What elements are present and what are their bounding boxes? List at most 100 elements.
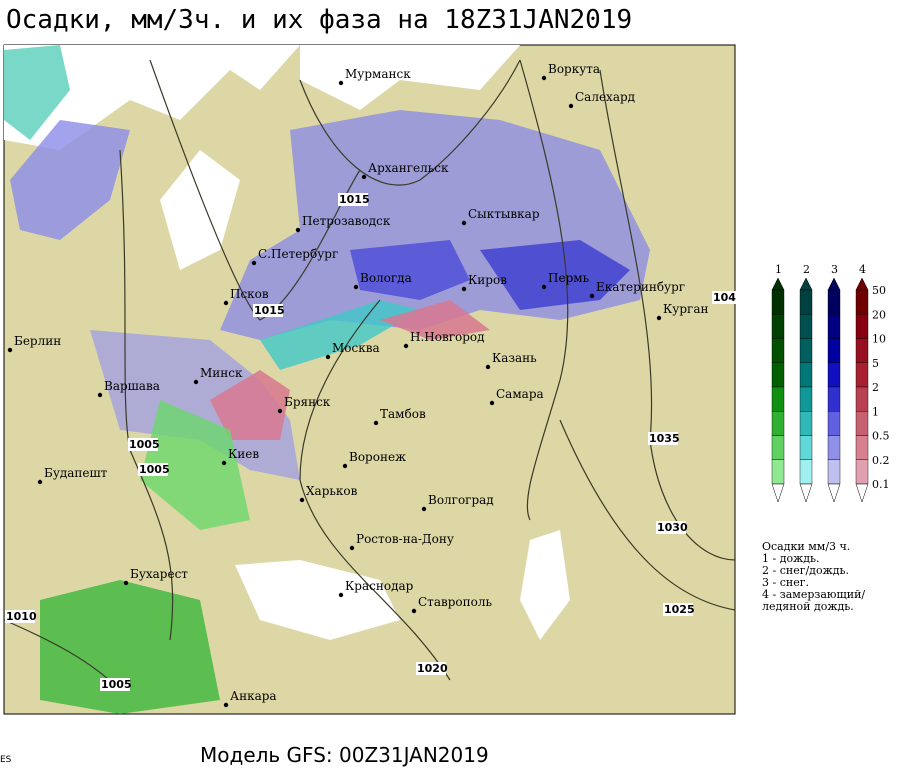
colorbar-cell — [827, 314, 841, 339]
isobar-label: 104 — [713, 291, 736, 304]
city-dot — [403, 343, 409, 349]
phase-label: 4 — [859, 263, 866, 276]
city-dot — [461, 286, 467, 292]
level-label: 0.1 — [872, 478, 890, 491]
snow-area — [350, 240, 470, 300]
city-dot — [568, 103, 574, 109]
colorbar-cell — [771, 314, 785, 339]
isobar-label: 1005 — [139, 463, 170, 476]
isobar-label-bg — [5, 610, 35, 623]
city-label: Москва — [332, 341, 380, 355]
colorbar-cell — [827, 362, 841, 388]
city-dot — [338, 80, 344, 86]
level-label: 1 — [872, 405, 879, 418]
level-label: 2 — [872, 381, 879, 394]
city-dot — [461, 220, 467, 226]
snow-area — [480, 240, 630, 310]
snow-area — [90, 330, 300, 480]
phase-label: 3 — [831, 263, 838, 276]
colorbar-cell — [827, 435, 841, 460]
city-label: Казань — [492, 351, 537, 365]
sea — [235, 560, 400, 640]
colorbar-tip — [771, 483, 785, 503]
footer-corner: ES — [0, 755, 12, 765]
isobar-label-bg — [253, 304, 283, 317]
isobar-label: 1005 — [129, 438, 160, 451]
city-dot — [349, 545, 355, 551]
isobar-label-bg — [128, 438, 158, 451]
city-label: Архангельск — [368, 161, 449, 175]
footer-model: Модель GFS: 00Z31JAN2019 — [200, 743, 489, 767]
colorbar-cell — [827, 386, 841, 412]
rain-area — [140, 400, 250, 530]
city-dot — [541, 284, 547, 290]
legend: 1 2 3 4 50 20 10 5 2 1 0.5 0.2 0.1 Осадки мм/3 ч.1 - … — [762, 263, 890, 613]
colorbar-cell — [855, 435, 869, 460]
city-dot — [123, 580, 129, 586]
city-dot — [251, 260, 257, 266]
city-dot — [325, 354, 331, 360]
level-label: 10 — [872, 333, 886, 346]
city-label: Харьков — [306, 484, 358, 498]
map — [3, 44, 736, 715]
city-dot — [193, 379, 199, 385]
sea — [160, 150, 240, 270]
colorbar-tip — [855, 277, 869, 291]
mix-area — [260, 300, 420, 370]
sea — [300, 45, 520, 110]
mix-area — [4, 45, 70, 140]
city-label: Киев — [228, 447, 259, 461]
colorbar-cell — [799, 314, 813, 339]
isobar-label: 1015 — [254, 304, 285, 317]
city-label: Волгоград — [428, 493, 494, 507]
level-label: 20 — [872, 308, 886, 321]
isobar-label-bg — [138, 463, 168, 476]
city-label: Киров — [468, 273, 507, 287]
rain-area — [40, 580, 220, 714]
city-label: Ростов-на-Дону — [356, 532, 454, 546]
city-label: Ставрополь — [418, 595, 492, 609]
colorbar-cell — [827, 338, 841, 363]
isobar-label-bg — [663, 603, 693, 616]
isobar-label-bg — [656, 521, 686, 534]
title: Осадки, мм/3ч. и их фаза на 18Z31JAN2019 — [6, 5, 632, 35]
colorbar-cell — [827, 411, 841, 436]
level-label: 50 — [872, 284, 886, 297]
city-dot — [338, 592, 344, 598]
city-label: Екатеринбург — [596, 280, 685, 294]
city-label: Сыктывкар — [468, 207, 540, 221]
colorbar-cell — [799, 411, 813, 436]
city-label: Бухарест — [130, 567, 188, 581]
colorbar-cell — [855, 289, 869, 315]
level-label: 0.2 — [872, 454, 890, 467]
snow-area — [10, 120, 130, 240]
colorbar-cell — [827, 459, 841, 485]
colorbar-tip — [827, 483, 841, 503]
city-dot — [373, 420, 379, 426]
city-dot — [37, 479, 43, 485]
isobar-label-bg — [100, 678, 130, 691]
colorbar-cell — [771, 362, 785, 388]
legend-caption: Осадки мм/3 ч. — [762, 540, 850, 553]
legend-caption: 1 - дождь. — [762, 552, 819, 565]
city-label: Псков — [230, 287, 269, 301]
colorbar-cell — [771, 435, 785, 460]
city-label: Минск — [200, 366, 243, 380]
isobar-label: 1025 — [664, 603, 695, 616]
city-label: Тамбов — [380, 407, 426, 421]
legend-caption: ледяной дождь. — [762, 600, 854, 613]
freezing-area — [210, 370, 290, 440]
city-dot — [489, 400, 495, 406]
colorbar-cell — [827, 289, 841, 315]
city-dot — [353, 284, 359, 290]
city-dot — [342, 463, 348, 469]
city-label: С.Петербург — [258, 247, 338, 261]
city-dot — [223, 300, 229, 306]
level-label: 0.5 — [872, 430, 890, 443]
isobar-label: 1020 — [417, 662, 448, 675]
city-label: Вологда — [360, 271, 412, 285]
colorbar-tip — [799, 277, 813, 291]
colorbar-cell — [855, 314, 869, 339]
isobar-label-bg — [712, 291, 742, 304]
city-dot — [277, 408, 283, 414]
